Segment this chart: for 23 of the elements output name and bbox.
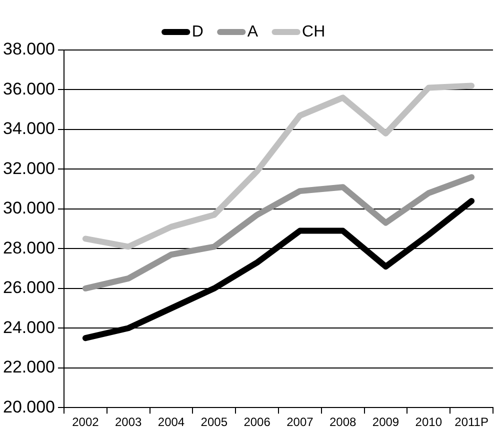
x-tick-label: 2004 — [158, 415, 185, 430]
x-tick-label: 2007 — [286, 415, 314, 430]
y-tick-label: 36.000 — [2, 79, 55, 98]
y-tick-label: 28.000 — [2, 238, 55, 258]
legend-label: CH — [302, 23, 326, 40]
y-tick-label: 30.000 — [2, 198, 55, 218]
y-tick-label: 24.000 — [2, 318, 55, 337]
x-tick-label: 2003 — [114, 415, 142, 430]
y-tick-label: 34.000 — [2, 119, 55, 138]
y-tick-label: 26.000 — [2, 278, 55, 298]
legend-label: A — [247, 23, 258, 40]
x-tick-label: 2011P — [454, 415, 488, 430]
y-tick-label: 22.000 — [2, 358, 55, 377]
y-tick-label: 20.000 — [2, 397, 55, 416]
x-tick-label: 2006 — [244, 415, 271, 430]
x-tick-label: 2010 — [415, 415, 442, 430]
x-tick-label: 2005 — [200, 415, 228, 430]
x-tick-label: 2008 — [329, 415, 357, 430]
x-tick-label: 2009 — [372, 415, 400, 430]
legend-label: D — [192, 23, 204, 40]
x-tick-label: 2002 — [72, 415, 100, 430]
y-tick-label: 38.000 — [2, 40, 55, 59]
y-tick-label: 32.000 — [2, 158, 55, 178]
